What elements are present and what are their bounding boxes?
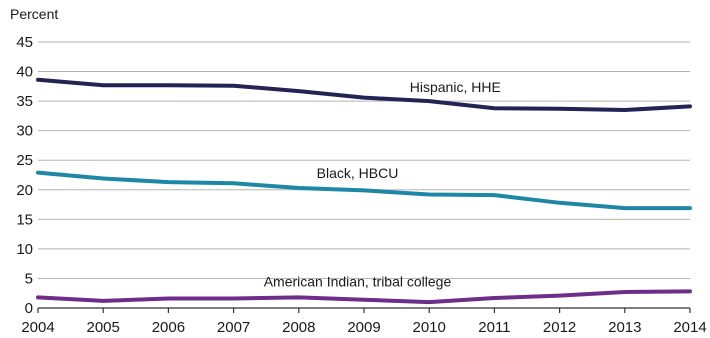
x-tick-label: 2004	[21, 319, 54, 336]
series-lines	[36, 77, 692, 305]
y-tick-label: 30	[16, 123, 33, 140]
x-tick-label: 2006	[152, 319, 185, 336]
series-labels: Hispanic, HHE Black, HBCU American Indian,…	[264, 79, 501, 290]
series-label: Black, HBCU	[317, 165, 399, 181]
x-tick-label: 2005	[87, 319, 120, 336]
series-label: Hispanic, HHE	[410, 79, 501, 95]
y-tick-label: 10	[16, 241, 33, 258]
series-line-3	[36, 289, 692, 305]
x-tick-label: 2014	[673, 319, 706, 336]
y-tick-label: 35	[16, 93, 33, 110]
series-line-2	[36, 170, 692, 211]
x-tick-label: 2010	[413, 319, 446, 336]
y-tick-label: 20	[16, 182, 33, 199]
x-tick-label: 2011	[478, 319, 510, 336]
y-tick-label: 40	[16, 64, 33, 81]
series-line-1	[36, 77, 692, 112]
y-axis-title: Percent	[10, 6, 58, 22]
x-tick-label: 2013	[608, 319, 641, 336]
x-tick-label: 2012	[543, 319, 576, 336]
y-tick-label: 0	[25, 300, 33, 317]
x-tick-label: 2007	[217, 319, 250, 336]
y-axis-ticks: 0 5 10 15 20 25 30 35 40 45	[16, 34, 33, 317]
y-tick-label: 25	[16, 152, 33, 169]
y-tick-label: 5	[25, 270, 33, 287]
y-tick-label: 45	[16, 34, 33, 51]
x-tick-label: 2008	[282, 319, 315, 336]
y-tick-label: 15	[16, 211, 33, 228]
x-tick-label: 2009	[347, 319, 380, 336]
x-axis-ticks: 2004 2005 2006 2007 2008 2009 2010 2011 2012 2013…	[21, 308, 707, 336]
series-label: American Indian, tribal college	[264, 273, 452, 289]
